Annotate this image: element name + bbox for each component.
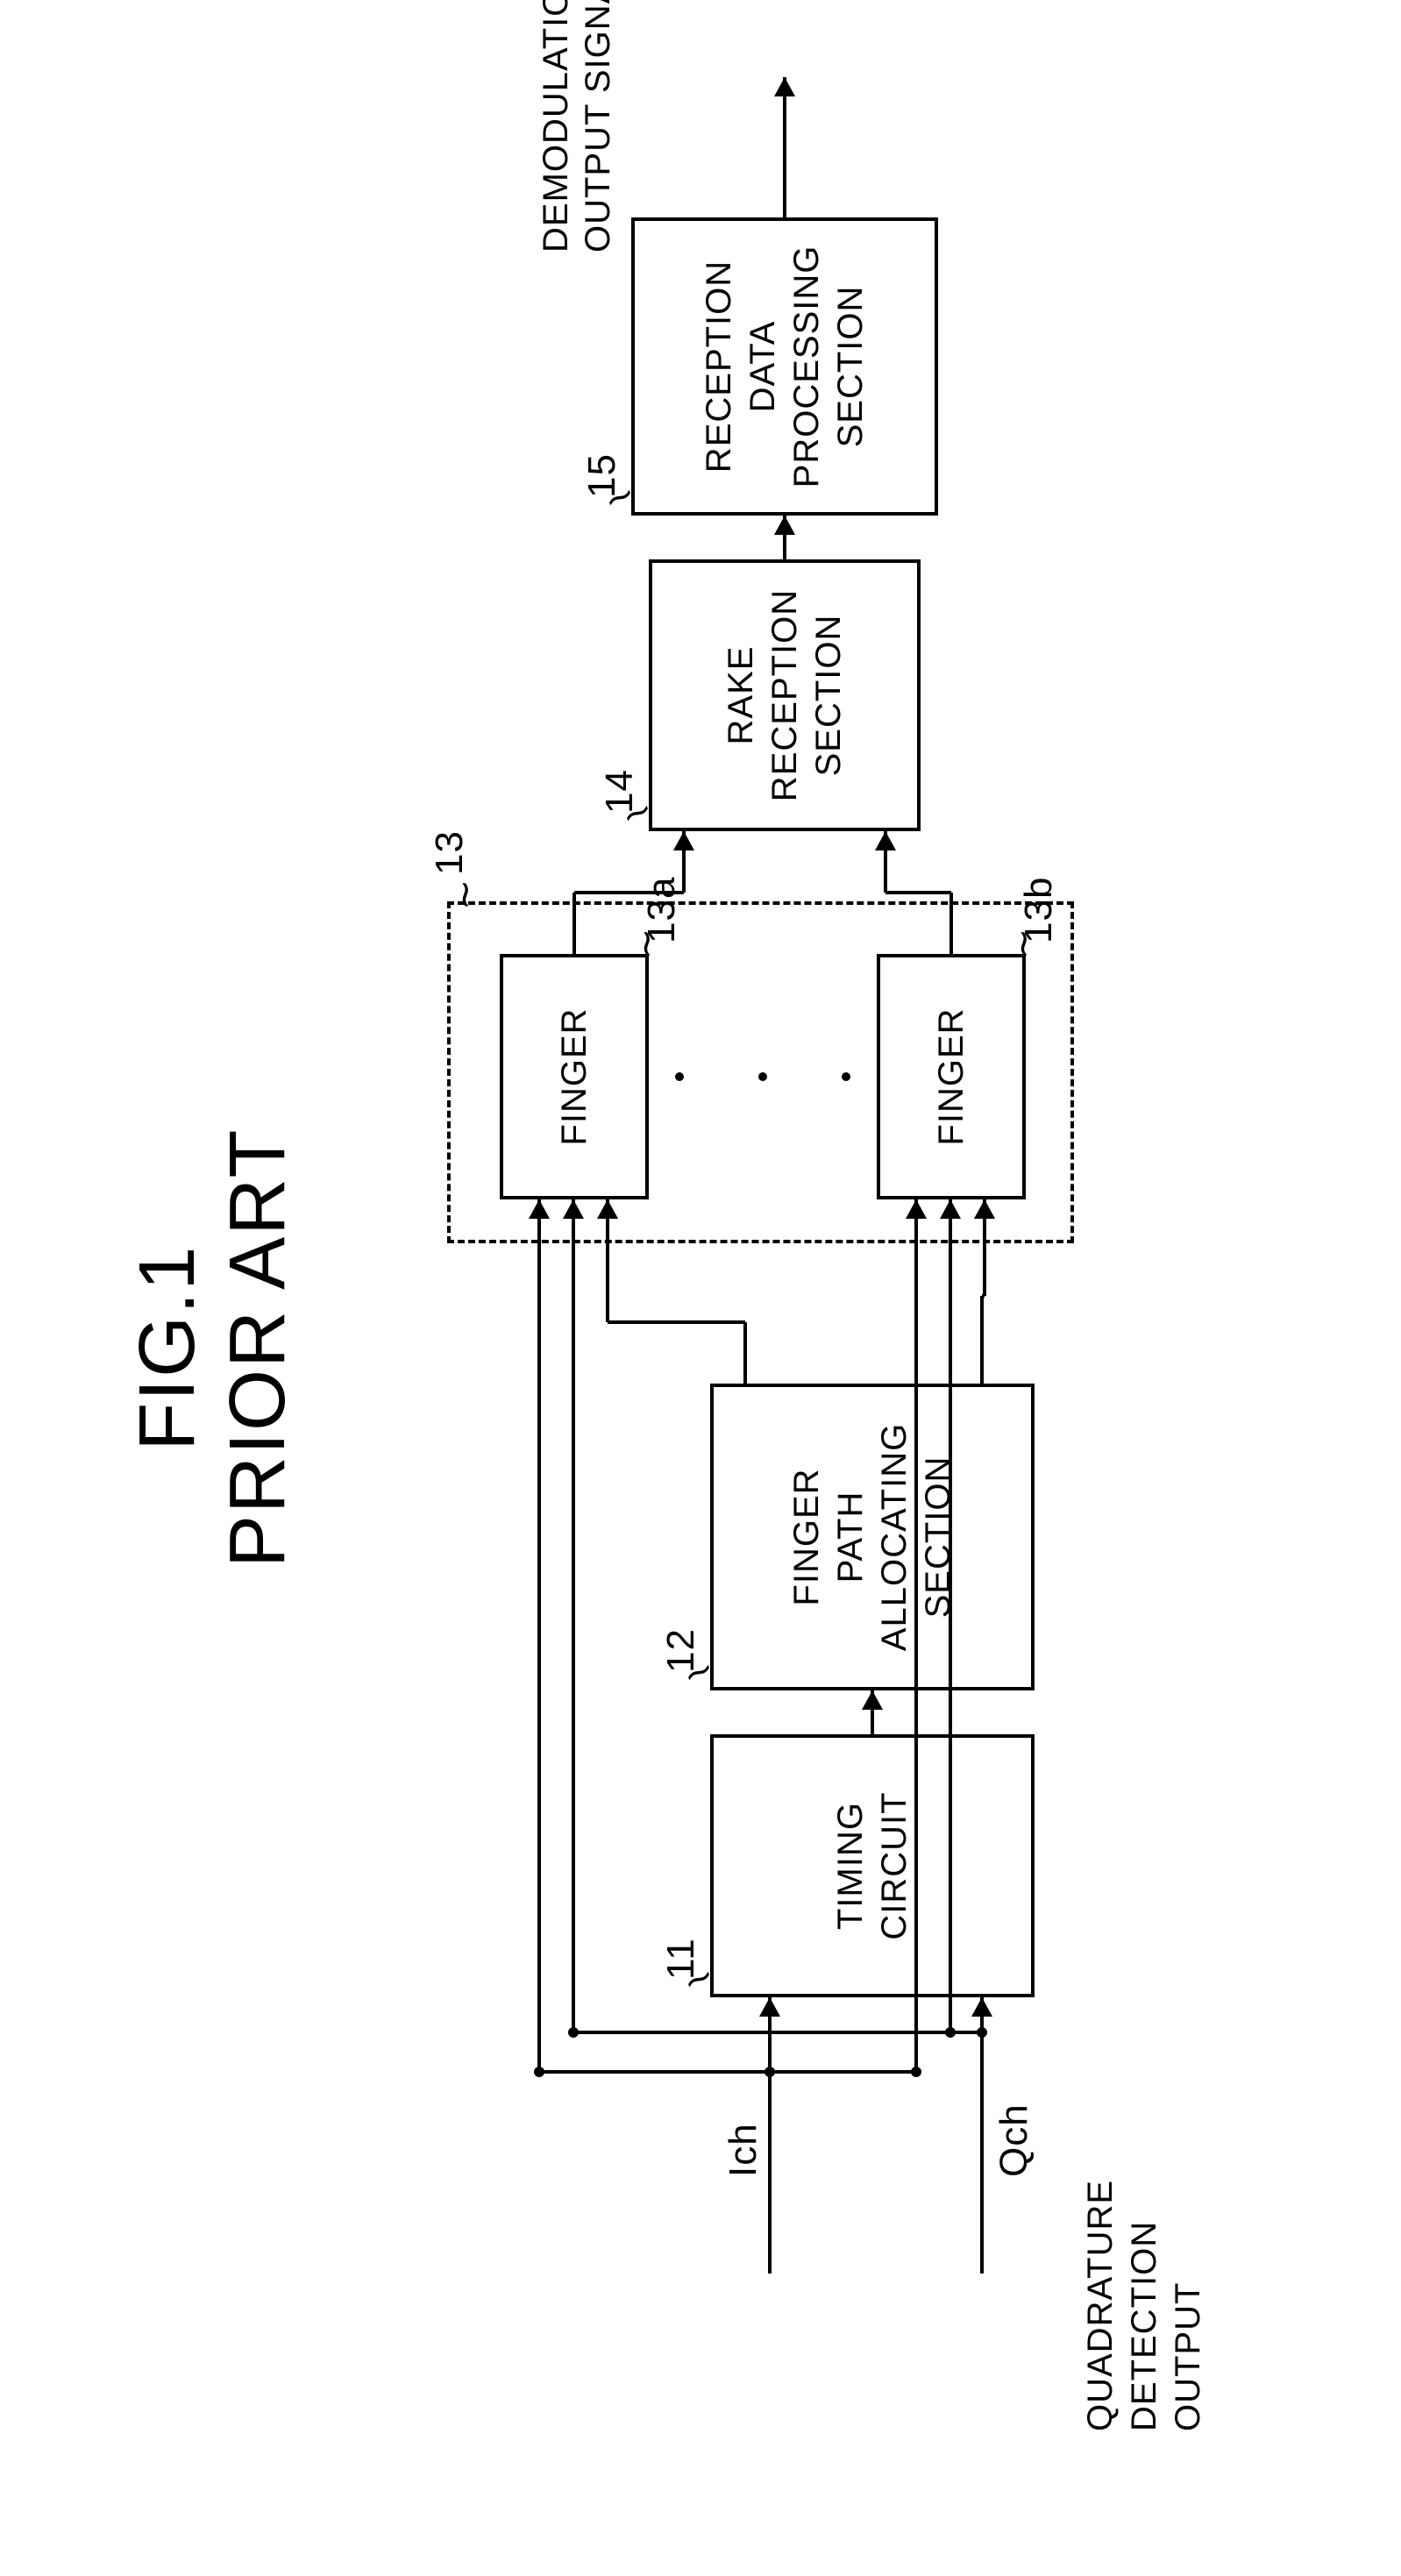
arrow-fA-to-rake: [673, 831, 694, 850]
label-demod-output: DEMODULATION OUTPUT SIGNAL: [535, 0, 619, 253]
finger-ellipsis: [675, 1072, 850, 1081]
wire-qch-to-fB: [949, 1199, 952, 2032]
block-fingerA: FINGER: [500, 954, 649, 1199]
wire-qch-to-fA: [572, 1199, 575, 2032]
wire-fB-out-h: [949, 893, 953, 954]
wire-ich-down: [770, 2070, 916, 2074]
label-qch: Qch: [992, 2103, 1036, 2177]
page-canvas: FIG.1 PRIOR ART∼13TIMING CIRCUIT11∼FINGE…: [0, 0, 1401, 2576]
arrow-qch-to-fB: [940, 1199, 961, 1219]
label-quad-det-output: QUADRATURE DETECTION OUTPUT: [1078, 2180, 1210, 2431]
block-id-tilde-fingerB: ∼: [1001, 929, 1044, 959]
node-ich-fA: [534, 2067, 544, 2077]
label-ich: Ich: [722, 2123, 765, 2177]
arrow-fps-to-fA: [597, 1199, 618, 1219]
wire-fps-out1a: [743, 1322, 747, 1384]
wire-fB-out-v: [885, 891, 951, 894]
wire-fA-out-h: [572, 893, 576, 954]
wire-fps-out2a: [980, 1296, 984, 1384]
wire-ich-to-fB: [914, 1199, 918, 2072]
block-fingerB: FINGER: [877, 954, 1026, 1199]
wire-rdps-out: [783, 77, 786, 217]
wire-qch-down: [950, 2031, 982, 2034]
arrow-ich-to-fA: [529, 1199, 550, 1219]
arrow-rdps-out: [774, 77, 795, 96]
arrow-qch-to-fA: [563, 1199, 584, 1219]
arrow-fps-to-fB: [974, 1199, 995, 1219]
node-ich-fB: [911, 2067, 921, 2077]
wire-fA-out-v: [574, 891, 684, 894]
arrow-fB-to-rake: [875, 831, 896, 850]
arrow-timing-to-fps: [862, 1690, 883, 1710]
block-id-tilde-fingerA: ∼: [624, 929, 667, 959]
node-qch-fA: [568, 2027, 579, 2038]
wire-ich-to-fA: [537, 1199, 541, 2072]
arrow-rake-to-rdps: [774, 516, 795, 535]
block-rake: RAKE RECEPTION SECTION: [649, 559, 921, 831]
wire-qch-up: [573, 2031, 982, 2034]
wire-fps-out1b: [608, 1320, 745, 1324]
block-timing: TIMING CIRCUIT: [710, 1734, 1035, 1997]
figure-title: FIG.1 PRIOR ART: [123, 1128, 303, 1568]
wire-ich-up: [539, 2070, 770, 2074]
diagram-layer: FIG.1 PRIOR ART∼13TIMING CIRCUIT11∼FINGE…: [0, 0, 1401, 2576]
finger-group-id: 13: [428, 830, 472, 875]
arrow-ich-to-fB: [906, 1199, 927, 1219]
arrow-qch-to-timing: [971, 1997, 992, 2017]
wire-qch-to-timing: [980, 1997, 984, 2274]
block-rdps: RECEPTION DATA PROCESSING SECTION: [631, 217, 938, 516]
finger-group-connector: ∼: [443, 879, 486, 910]
arrow-ich-to-timing: [759, 1997, 780, 2017]
block-fps: FINGER PATH ALLOCATING SECTION: [710, 1384, 1035, 1690]
wire-ich-to-timing: [768, 1997, 772, 2274]
